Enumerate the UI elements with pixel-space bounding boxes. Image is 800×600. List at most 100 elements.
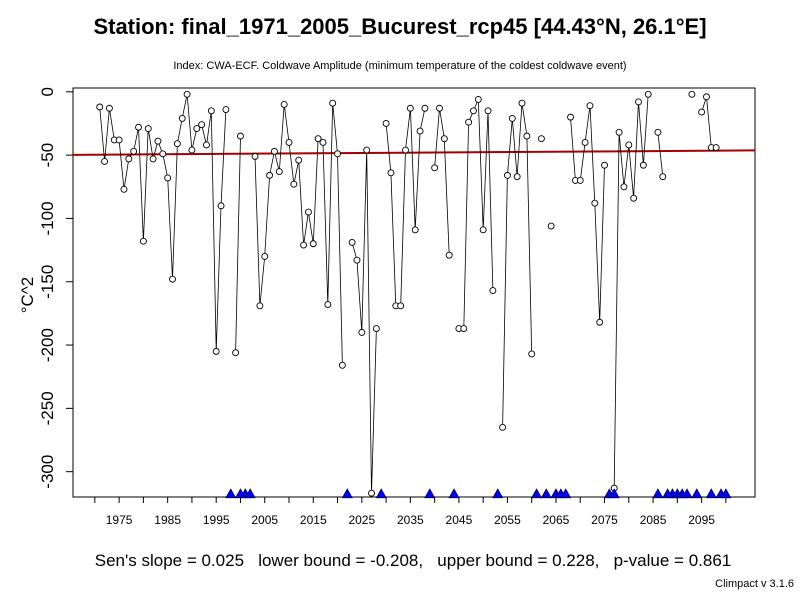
data-point bbox=[712, 144, 720, 151]
data-point bbox=[503, 171, 511, 179]
chart-subtitle: Index: CWA-ECF. Coldwave Amplitude (mini… bbox=[173, 60, 627, 72]
data-point bbox=[382, 120, 390, 127]
data-point bbox=[523, 132, 531, 140]
data-point bbox=[470, 107, 477, 115]
data-point bbox=[222, 106, 230, 113]
data-point bbox=[436, 104, 443, 112]
data-point bbox=[397, 302, 405, 310]
data-point bbox=[620, 183, 628, 191]
x-tick-label: 2065 bbox=[543, 513, 570, 527]
data-point bbox=[173, 140, 181, 148]
series-line bbox=[235, 136, 241, 353]
y-tick-label: -300 bbox=[38, 455, 57, 489]
data-point bbox=[625, 141, 633, 149]
x-tick-label: 1975 bbox=[106, 513, 133, 527]
series-line bbox=[570, 105, 605, 323]
data-point bbox=[309, 240, 317, 248]
data-point bbox=[304, 208, 312, 216]
data-point bbox=[528, 350, 536, 358]
plot-frame bbox=[72, 87, 756, 498]
x-tick-label: 1995 bbox=[203, 513, 230, 527]
x-tick-label: 2055 bbox=[494, 513, 521, 527]
trend-line bbox=[72, 149, 756, 156]
x-tick-label: 2025 bbox=[348, 513, 375, 527]
data-point bbox=[518, 99, 526, 107]
data-point bbox=[275, 168, 283, 176]
data-point bbox=[237, 132, 244, 140]
data-point bbox=[193, 125, 201, 132]
data-point bbox=[105, 104, 113, 112]
data-point bbox=[406, 104, 414, 112]
data-point bbox=[596, 318, 604, 326]
x-tick-label: 2015 bbox=[300, 513, 327, 527]
data-point bbox=[164, 174, 172, 182]
data-point bbox=[576, 176, 584, 184]
data-point bbox=[295, 156, 303, 164]
data-point bbox=[591, 199, 599, 207]
data-point bbox=[479, 226, 487, 234]
data-point bbox=[338, 361, 346, 369]
y-tick-label: -100 bbox=[38, 201, 57, 235]
series-line bbox=[385, 108, 426, 307]
data-point bbox=[135, 123, 142, 131]
data-point bbox=[489, 287, 497, 295]
data-point bbox=[144, 125, 152, 132]
data-point bbox=[402, 146, 409, 154]
data-point bbox=[698, 108, 706, 116]
data-point bbox=[358, 328, 366, 336]
series-line bbox=[458, 99, 494, 330]
data-point bbox=[280, 101, 288, 108]
data-point bbox=[207, 107, 215, 115]
missing-year-marker bbox=[720, 488, 732, 499]
data-point bbox=[96, 103, 104, 111]
missing-year-marker bbox=[681, 488, 693, 499]
data-point bbox=[581, 138, 589, 146]
data-point bbox=[460, 325, 468, 333]
data-point bbox=[630, 194, 638, 202]
data-point bbox=[547, 222, 555, 230]
missing-year-marker bbox=[652, 488, 664, 499]
y-tick-label: -200 bbox=[38, 328, 57, 362]
series-line bbox=[613, 94, 649, 489]
data-point bbox=[440, 135, 448, 143]
missing-year-marker bbox=[608, 488, 620, 499]
missing-year-marker bbox=[225, 488, 237, 499]
data-point bbox=[445, 251, 453, 259]
data-point bbox=[348, 239, 356, 246]
data-point bbox=[615, 128, 623, 136]
data-point bbox=[285, 138, 293, 146]
data-point bbox=[120, 185, 128, 193]
data-point bbox=[363, 146, 371, 154]
missing-year-marker bbox=[560, 488, 572, 499]
data-point bbox=[324, 301, 332, 308]
data-point bbox=[411, 226, 419, 234]
data-point bbox=[474, 95, 482, 103]
data-point bbox=[484, 107, 492, 115]
y-tick-label: 0 bbox=[38, 87, 57, 96]
data-point bbox=[639, 161, 647, 169]
data-point bbox=[270, 147, 278, 155]
data-point bbox=[139, 237, 147, 245]
series-line bbox=[657, 132, 664, 177]
y-tick-label: -50 bbox=[38, 143, 57, 168]
data-point bbox=[421, 104, 429, 112]
data-point bbox=[353, 256, 361, 264]
data-point bbox=[601, 161, 608, 169]
data-point bbox=[115, 136, 123, 144]
data-point bbox=[198, 121, 206, 129]
data-point bbox=[159, 150, 167, 158]
missing-year-marker bbox=[448, 488, 460, 499]
data-point bbox=[256, 302, 264, 310]
data-point bbox=[203, 141, 210, 149]
missing-year-marker bbox=[341, 488, 353, 499]
x-tick-label: 2095 bbox=[688, 513, 715, 527]
data-point bbox=[261, 252, 269, 260]
data-point bbox=[251, 152, 259, 160]
data-point bbox=[387, 169, 395, 177]
data-point bbox=[125, 155, 133, 163]
data-point bbox=[508, 114, 516, 122]
missing-year-marker bbox=[375, 488, 387, 499]
missing-year-marker bbox=[244, 488, 256, 499]
x-tick-label: 2045 bbox=[446, 513, 473, 527]
